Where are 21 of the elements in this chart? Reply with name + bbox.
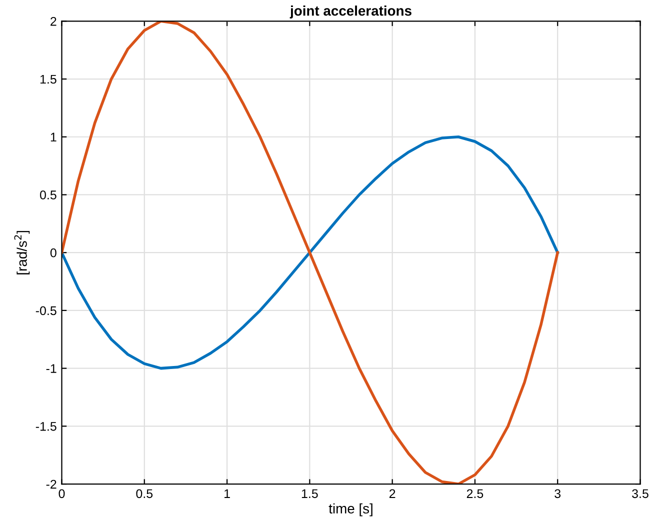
x-tick-label: 1 [224,489,230,498]
y-tick-label: 0 [50,248,56,258]
chart-title: joint accelerations [290,6,412,18]
x-axis-title: time [s] [328,503,372,516]
y-tick-label: 2 [50,16,56,26]
x-tick-label: 1.5 [302,489,318,498]
x-tick-label: 3.5 [632,489,648,498]
y-tick-label: 0.5 [40,190,56,200]
y-tick-label: -1 [46,364,56,373]
x-tick-label: 2 [389,489,396,498]
x-tick-label: 2.5 [466,489,484,498]
y-tick-label: 1 [50,132,56,142]
x-tick-label: 3 [554,489,561,498]
y-axis-title: [rad/s$^{2}$] [14,231,30,274]
x-tick-label: 0 [58,489,65,498]
y-tick-label: 1.5 [40,74,56,84]
x-tick-label: 0.5 [136,489,153,498]
y-tick-label: -1.5 [36,422,56,431]
y-tick-label: -2 [46,480,56,489]
line-series [62,135,559,370]
y-tick-label: -0.5 [36,306,56,316]
